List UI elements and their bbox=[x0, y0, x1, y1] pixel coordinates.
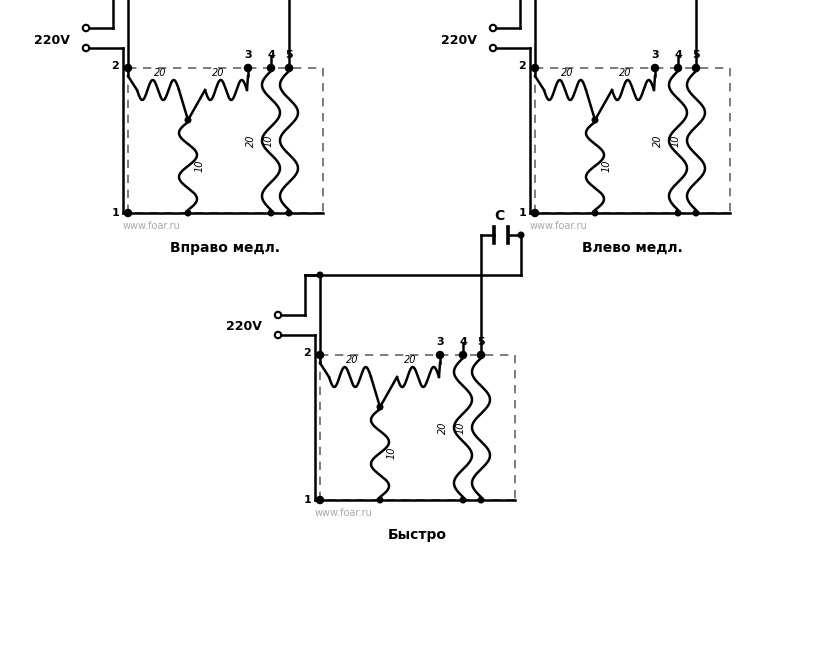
Text: 4: 4 bbox=[267, 50, 275, 60]
Text: 3: 3 bbox=[651, 50, 658, 60]
Circle shape bbox=[316, 352, 323, 358]
Text: 3: 3 bbox=[244, 50, 252, 60]
Circle shape bbox=[592, 210, 598, 216]
Circle shape bbox=[693, 65, 700, 71]
Text: 220V: 220V bbox=[226, 321, 262, 334]
Text: Влево медл.: Влево медл. bbox=[582, 241, 682, 255]
Circle shape bbox=[125, 65, 132, 71]
Text: 3: 3 bbox=[436, 337, 444, 347]
Text: www.foar.ru: www.foar.ru bbox=[530, 221, 588, 231]
Text: 220V: 220V bbox=[441, 33, 477, 47]
Circle shape bbox=[436, 352, 443, 358]
Text: 5: 5 bbox=[478, 337, 485, 347]
Text: 20: 20 bbox=[346, 355, 358, 365]
Circle shape bbox=[286, 65, 292, 71]
Circle shape bbox=[652, 65, 658, 71]
Text: 20: 20 bbox=[561, 68, 573, 78]
Circle shape bbox=[460, 497, 466, 503]
Circle shape bbox=[478, 497, 484, 503]
Text: 2: 2 bbox=[518, 61, 526, 71]
Circle shape bbox=[377, 497, 383, 503]
Text: 4: 4 bbox=[674, 50, 682, 60]
Text: C: C bbox=[494, 209, 504, 223]
Circle shape bbox=[185, 210, 191, 216]
Text: www.foar.ru: www.foar.ru bbox=[315, 508, 372, 518]
Text: 20: 20 bbox=[653, 134, 663, 147]
Circle shape bbox=[532, 210, 538, 216]
Text: 10: 10 bbox=[671, 134, 681, 147]
Text: Быстро: Быстро bbox=[387, 528, 446, 542]
Text: 10: 10 bbox=[264, 134, 274, 147]
Circle shape bbox=[518, 232, 524, 238]
Text: 2: 2 bbox=[111, 61, 119, 71]
Circle shape bbox=[185, 117, 191, 123]
Circle shape bbox=[268, 210, 274, 216]
Text: 10: 10 bbox=[602, 160, 612, 172]
Text: Вправо медл.: Вправо медл. bbox=[170, 241, 280, 255]
Text: 20: 20 bbox=[619, 68, 631, 78]
Circle shape bbox=[675, 210, 681, 216]
Text: 1: 1 bbox=[111, 208, 119, 218]
Circle shape bbox=[317, 272, 323, 277]
Text: 1: 1 bbox=[303, 495, 311, 505]
Text: 4: 4 bbox=[459, 337, 467, 347]
Text: 1: 1 bbox=[518, 208, 526, 218]
Text: 10: 10 bbox=[456, 422, 466, 434]
Text: 20: 20 bbox=[404, 355, 416, 365]
Text: 5: 5 bbox=[692, 50, 700, 60]
Text: 10: 10 bbox=[387, 447, 397, 460]
Circle shape bbox=[693, 210, 699, 216]
Circle shape bbox=[286, 210, 292, 216]
Text: 2: 2 bbox=[303, 348, 311, 358]
Circle shape bbox=[245, 65, 252, 71]
Text: 20: 20 bbox=[246, 134, 256, 147]
Text: 20: 20 bbox=[212, 68, 224, 78]
Circle shape bbox=[592, 117, 598, 123]
Text: 220V: 220V bbox=[35, 33, 70, 47]
Circle shape bbox=[532, 65, 538, 71]
Text: 5: 5 bbox=[285, 50, 293, 60]
Circle shape bbox=[316, 497, 323, 503]
Text: 20: 20 bbox=[438, 422, 448, 434]
Text: www.foar.ru: www.foar.ru bbox=[123, 221, 181, 231]
Text: 20: 20 bbox=[154, 68, 166, 78]
Circle shape bbox=[377, 404, 383, 410]
Circle shape bbox=[459, 352, 466, 358]
Circle shape bbox=[125, 210, 132, 216]
Circle shape bbox=[478, 352, 484, 358]
Circle shape bbox=[675, 65, 681, 71]
Text: 10: 10 bbox=[195, 160, 205, 172]
Circle shape bbox=[268, 65, 275, 71]
